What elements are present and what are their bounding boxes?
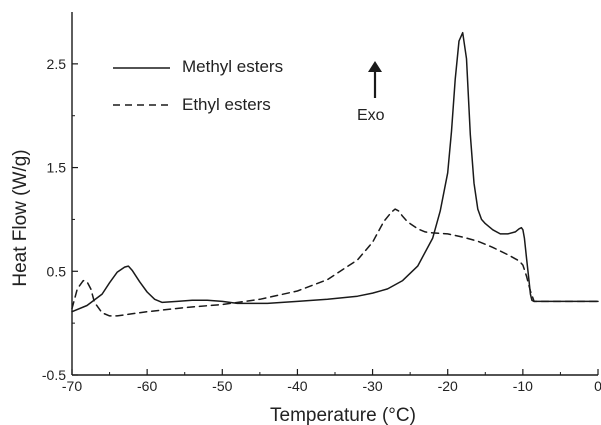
x-axis-ticks: -70 -60 -50 -40 -30 -20 -10 0 — [62, 369, 601, 394]
y-tick-label: 1.5 — [47, 160, 67, 176]
exo-label: Exo — [357, 107, 385, 124]
series-layer — [71, 31, 599, 317]
y-tick-label: 2.5 — [47, 56, 67, 72]
y-axis-ticks: -0.5 0.5 1.5 2.5 — [42, 56, 78, 383]
x-tick-label: -30 — [362, 378, 382, 394]
legend: Methyl esters Ethyl esters — [113, 57, 283, 114]
plot-frame — [71, 12, 598, 376]
series-line-ethyl-esters — [71, 208, 599, 317]
x-tick-label: -40 — [287, 378, 307, 394]
y-tick-label: -0.5 — [42, 367, 66, 383]
x-tick-label: -60 — [137, 378, 157, 394]
x-tick-label: -50 — [212, 378, 232, 394]
legend-label-ethyl-esters: Ethyl esters — [182, 95, 271, 114]
y-axis-title: Heat Flow (W/g) — [10, 149, 31, 286]
exo-annotation: Exo — [357, 61, 385, 124]
y-tick-label: 0.5 — [47, 263, 67, 279]
x-tick-label: -70 — [62, 378, 82, 394]
exo-arrowhead-icon — [368, 61, 382, 72]
x-tick-label: -10 — [513, 378, 533, 394]
x-tick-label: -20 — [438, 378, 458, 394]
series-line-methyl-esters — [71, 31, 599, 313]
x-axis-title: Temperature (°C) — [270, 405, 416, 425]
x-tick-label: 0 — [594, 378, 601, 394]
legend-label-methyl-esters: Methyl esters — [182, 57, 283, 76]
